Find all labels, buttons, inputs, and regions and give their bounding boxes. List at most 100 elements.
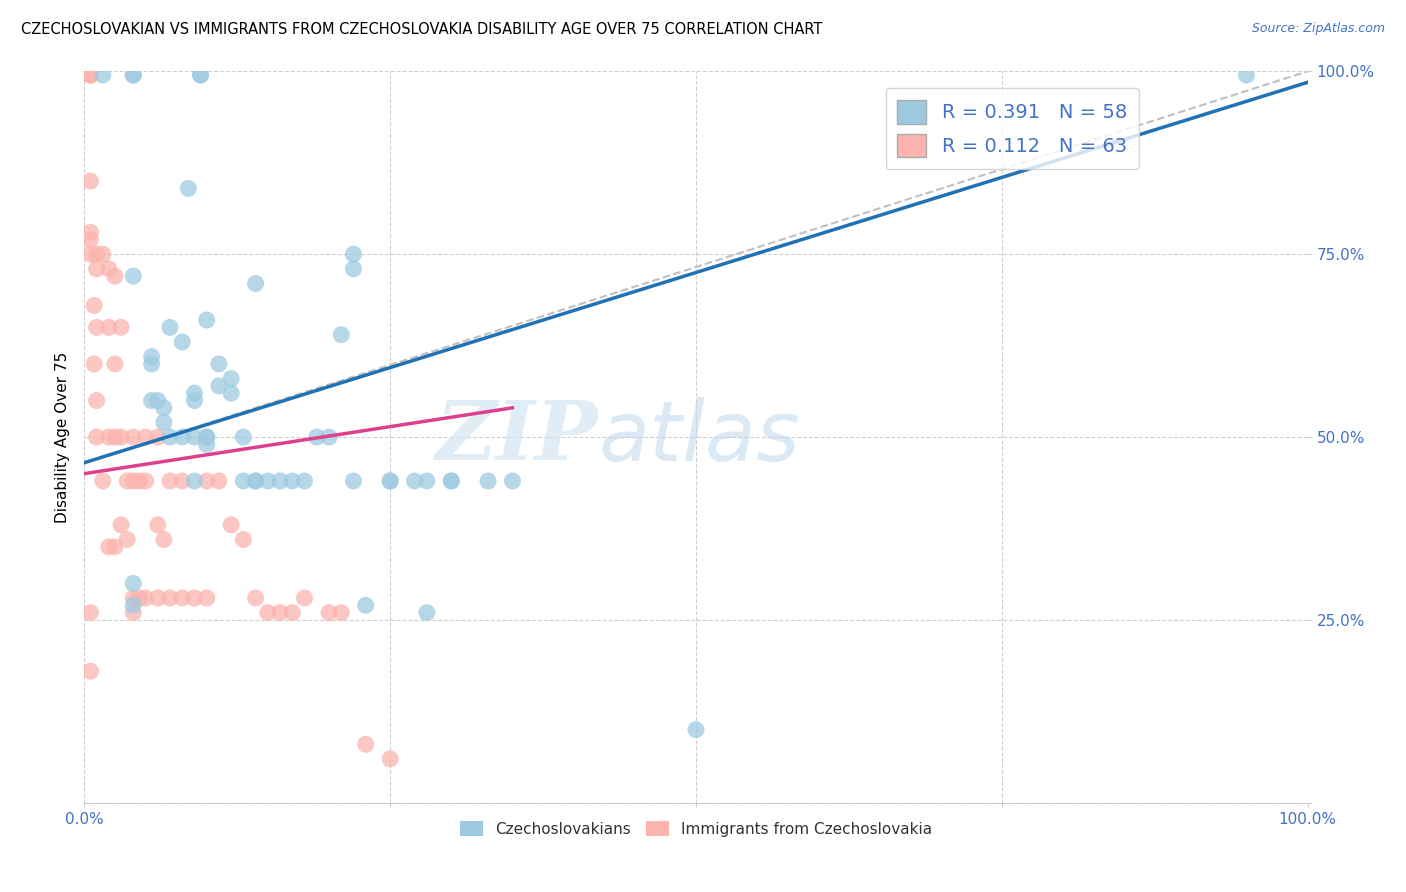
Point: [305, 430, 328, 444]
Point: [354, 599, 377, 613]
Point: [183, 393, 205, 408]
Point: [477, 474, 499, 488]
Point: [342, 261, 364, 276]
Point: [122, 269, 145, 284]
Point: [195, 430, 218, 444]
Point: [135, 474, 157, 488]
Point: [110, 517, 132, 532]
Point: [86, 261, 108, 276]
Point: [128, 474, 150, 488]
Point: [86, 247, 108, 261]
Point: [97, 540, 120, 554]
Point: [128, 591, 150, 605]
Point: [440, 474, 463, 488]
Point: [380, 474, 402, 488]
Point: [104, 269, 127, 284]
Point: [318, 606, 340, 620]
Point: [177, 181, 200, 195]
Point: [172, 591, 194, 605]
Point: [159, 474, 181, 488]
Point: [79, 68, 101, 82]
Point: [79, 225, 101, 239]
Point: [122, 430, 145, 444]
Point: [97, 261, 120, 276]
Point: [183, 386, 205, 401]
Point: [122, 591, 145, 605]
Point: [122, 68, 145, 82]
Point: [141, 393, 163, 408]
Text: CZECHOSLOVAKIAN VS IMMIGRANTS FROM CZECHOSLOVAKIA DISABILITY AGE OVER 75 CORRELA: CZECHOSLOVAKIAN VS IMMIGRANTS FROM CZECH…: [21, 22, 823, 37]
Point: [502, 474, 524, 488]
Point: [685, 723, 707, 737]
Point: [245, 277, 267, 291]
Point: [146, 430, 169, 444]
Point: [195, 430, 218, 444]
Point: [146, 591, 169, 605]
Point: [245, 474, 267, 488]
Point: [153, 533, 176, 547]
Point: [159, 320, 181, 334]
Point: [416, 606, 439, 620]
Point: [141, 350, 163, 364]
Point: [79, 247, 101, 261]
Point: [122, 474, 145, 488]
Point: [146, 517, 169, 532]
Y-axis label: Disability Age Over 75: Disability Age Over 75: [55, 351, 70, 523]
Point: [208, 379, 231, 393]
Point: [83, 357, 105, 371]
Point: [91, 474, 114, 488]
Point: [416, 474, 439, 488]
Point: [153, 401, 176, 415]
Point: [183, 474, 205, 488]
Point: [219, 386, 242, 401]
Point: [380, 752, 402, 766]
Point: [172, 474, 194, 488]
Point: [86, 393, 108, 408]
Point: [183, 591, 205, 605]
Point: [104, 540, 127, 554]
Point: [219, 517, 242, 532]
Point: [195, 313, 218, 327]
Point: [318, 430, 340, 444]
Point: [1236, 68, 1258, 82]
Point: [141, 357, 163, 371]
Point: [245, 591, 267, 605]
Point: [91, 247, 114, 261]
Point: [122, 576, 145, 591]
Point: [183, 430, 205, 444]
Point: [79, 68, 101, 82]
Point: [122, 68, 145, 82]
Point: [79, 68, 101, 82]
Point: [159, 591, 181, 605]
Point: [294, 591, 316, 605]
Point: [79, 174, 101, 188]
Point: [294, 474, 316, 488]
Point: [245, 474, 267, 488]
Point: [232, 474, 254, 488]
Point: [330, 327, 353, 342]
Point: [83, 298, 105, 312]
Point: [330, 606, 353, 620]
Point: [380, 474, 402, 488]
Point: [79, 606, 101, 620]
Text: atlas: atlas: [598, 397, 800, 477]
Point: [110, 430, 132, 444]
Text: ZIP: ZIP: [436, 397, 598, 477]
Point: [281, 474, 304, 488]
Point: [135, 430, 157, 444]
Point: [269, 474, 291, 488]
Point: [146, 393, 169, 408]
Point: [342, 247, 364, 261]
Point: [208, 357, 231, 371]
Point: [219, 371, 242, 385]
Point: [159, 430, 181, 444]
Point: [281, 606, 304, 620]
Point: [79, 664, 101, 678]
Point: [122, 606, 145, 620]
Point: [190, 68, 212, 82]
Point: [172, 334, 194, 349]
Point: [269, 606, 291, 620]
Point: [79, 233, 101, 247]
Point: [195, 474, 218, 488]
Point: [404, 474, 426, 488]
